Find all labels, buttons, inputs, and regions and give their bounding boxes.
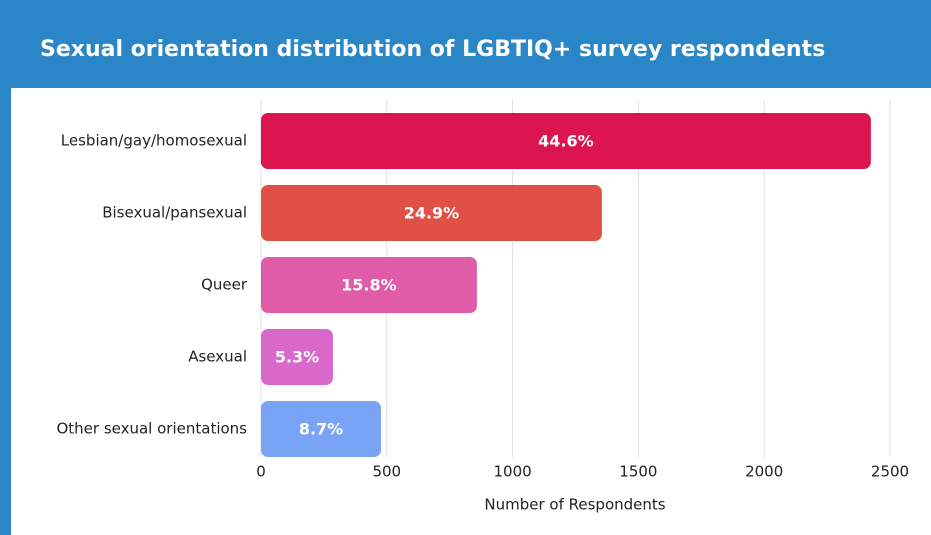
bar <box>261 185 602 241</box>
chart-title: Sexual orientation distribution of LGBTI… <box>40 37 825 62</box>
bar-label: 44.6% <box>538 132 594 151</box>
bar <box>261 113 871 169</box>
bar-label: 8.7% <box>299 420 343 439</box>
bar <box>261 401 382 457</box>
y-tick-label: Lesbian/gay/homosexual <box>61 132 247 150</box>
x-tick-label: 2000 <box>745 463 783 481</box>
bar <box>261 257 477 313</box>
x-tick-label: 1500 <box>619 463 657 481</box>
bar-label: 15.8% <box>341 276 397 295</box>
x-axis-label: Number of Respondents <box>484 496 665 514</box>
y-tick-label: Bisexual/pansexual <box>102 204 247 222</box>
y-tick-label: Queer <box>201 276 248 294</box>
x-tick-label: 1000 <box>494 463 532 481</box>
header-band <box>0 0 931 88</box>
x-tick-label: 500 <box>372 463 401 481</box>
x-tick-label: 0 <box>256 463 266 481</box>
bar-label: 5.3% <box>275 348 319 367</box>
left-border <box>0 88 11 535</box>
bar-label: 24.9% <box>404 204 460 223</box>
bar <box>261 329 333 385</box>
y-tick-label: Other sexual orientations <box>56 420 247 438</box>
y-tick-label: Asexual <box>188 348 247 366</box>
x-tick-label: 2500 <box>871 463 909 481</box>
